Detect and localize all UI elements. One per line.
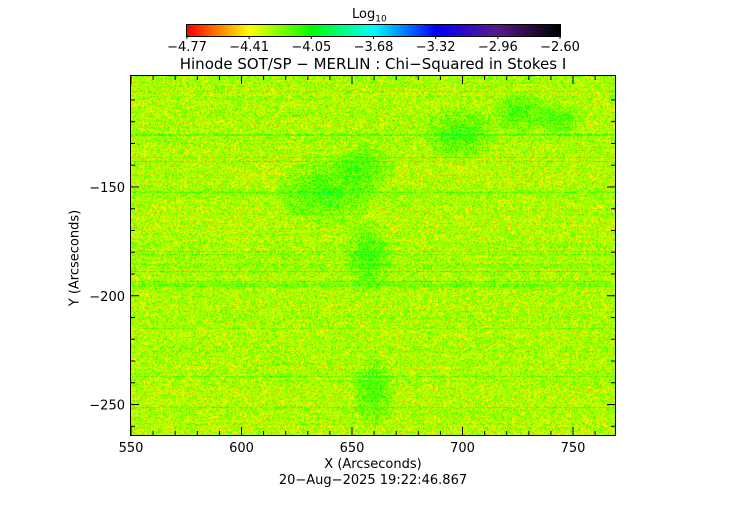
- plot-area: [130, 75, 616, 436]
- x-tick-label: 650: [340, 441, 365, 456]
- x-tick-label: 700: [450, 441, 475, 456]
- colorbar-title: Log10: [352, 8, 387, 25]
- colorbar-tick-label: −4.77: [167, 40, 207, 55]
- chart-title: Hinode SOT/SP − MERLIN : Chi−Squared in …: [179, 55, 567, 73]
- colorbar: [186, 24, 561, 37]
- colorbar-gradient: [187, 25, 560, 36]
- colorbar-tick-label: −2.60: [540, 40, 580, 55]
- x-tick-label: 550: [119, 441, 144, 456]
- timestamp: 20−Aug−2025 19:22:46.867: [278, 473, 468, 488]
- y-tick-label: −250: [89, 399, 125, 414]
- chi-squared-map: [131, 76, 615, 435]
- y-tick-label: −150: [89, 181, 125, 196]
- y-axis-label: Y (Arcseconds): [67, 209, 83, 307]
- x-axis-label: X (Arcseconds): [324, 457, 422, 472]
- colorbar-tick-label: −4.41: [229, 40, 269, 55]
- colorbar-title-text: Log: [352, 7, 376, 22]
- x-tick-label: 750: [561, 441, 586, 456]
- x-tick-label: 600: [229, 441, 254, 456]
- y-tick-label: −200: [89, 290, 125, 305]
- colorbar-tick-label: −4.05: [291, 40, 331, 55]
- colorbar-tick-label: −3.68: [354, 40, 394, 55]
- colorbar-tick-label: −3.32: [416, 40, 456, 55]
- colorbar-tick-label: −2.96: [478, 40, 518, 55]
- colorbar-title-subscript: 10: [375, 14, 387, 25]
